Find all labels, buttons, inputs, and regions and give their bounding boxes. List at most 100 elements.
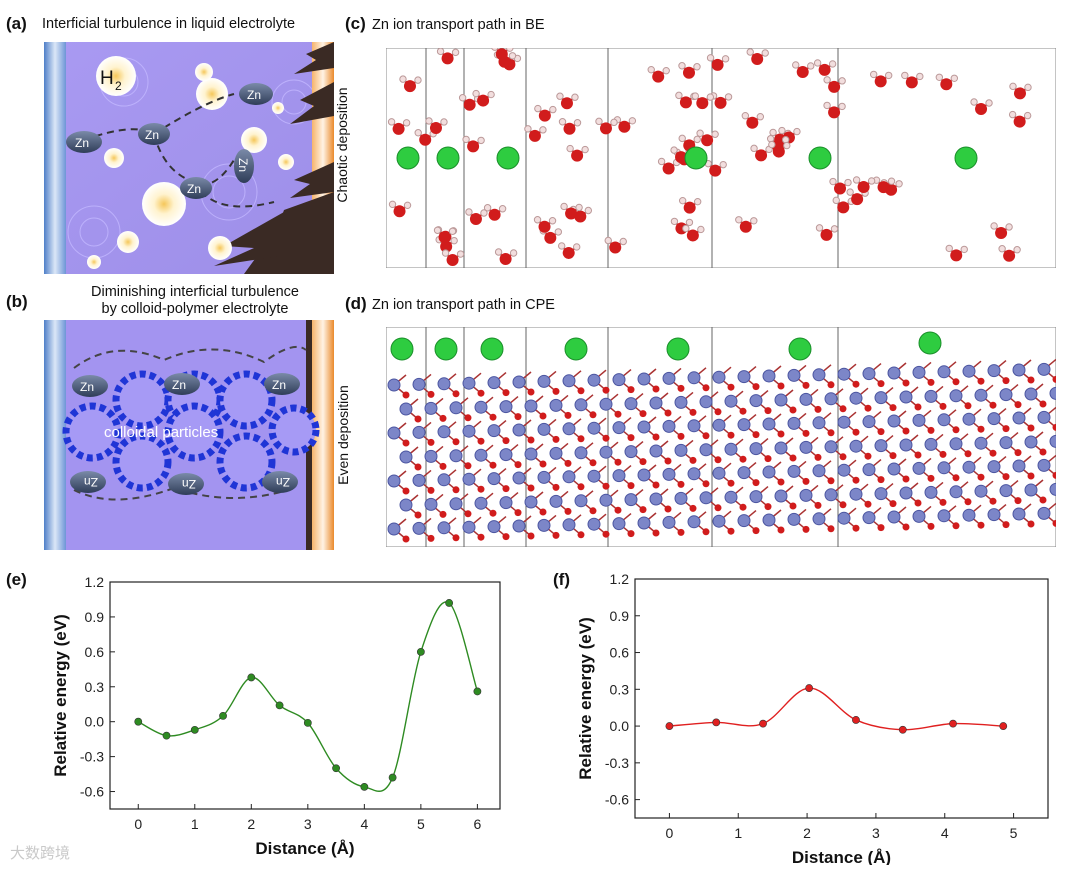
lattice-atom [412, 521, 426, 535]
oxygen-atom [864, 452, 872, 460]
oxygen-atom [727, 479, 735, 487]
series-line [137, 601, 479, 792]
zn-ion-label: Zn [272, 378, 286, 392]
oxygen-atom [402, 439, 410, 447]
panel-b-label: (b) [6, 292, 28, 311]
water-molecule [647, 65, 670, 83]
lattice-atom [887, 462, 901, 476]
oxygen-atom [852, 428, 860, 436]
y-tick-label: 0.3 [85, 679, 105, 695]
lattice-atom [524, 399, 538, 413]
chart-f: -0.6 -0.3 0.0 0.3 0.6 0.9 1.2 0 1 2 3 4 5 Distance (Å… [555, 565, 1065, 867]
x-tick-label: 2 [247, 816, 255, 832]
lattice-atom [974, 484, 988, 498]
water-molecule [433, 226, 457, 244]
lattice-atom [574, 494, 588, 508]
oxygen-atom [952, 426, 960, 434]
y-tick-label: 0.9 [85, 609, 105, 625]
data-point [416, 647, 425, 656]
lattice-atom [637, 420, 651, 434]
lattice-atom [537, 518, 551, 532]
lattice-atom [687, 515, 701, 529]
oxygen-atom [677, 480, 685, 488]
water-molecule [534, 104, 557, 122]
lattice-atom [874, 439, 888, 453]
water-molecule [462, 135, 485, 153]
oxygen-atom [427, 486, 435, 494]
lattice-atom [899, 486, 913, 500]
lattice-atom [687, 419, 701, 433]
lattice-atom [787, 512, 801, 526]
lattice-atom [449, 449, 463, 463]
oxygen-atom [914, 451, 922, 459]
lattice-atom [449, 497, 463, 511]
oxygen-atom [902, 523, 910, 531]
lattice-atom [937, 365, 951, 379]
water-molecule [604, 236, 627, 254]
water-molecule [852, 176, 876, 193]
y-tick-label: 1.2 [85, 574, 105, 590]
oxygen-atom [727, 527, 735, 535]
oxygen-atom [852, 476, 860, 484]
oxygen-atom [789, 502, 797, 510]
zn-ion [788, 337, 812, 361]
lattice-atom [812, 464, 826, 478]
oxygen-atom [702, 528, 710, 536]
oxygen-atom [939, 402, 947, 410]
oxygen-atom [1014, 497, 1022, 505]
plot-frame [109, 581, 501, 810]
water-molecule [657, 157, 681, 175]
water-molecule [1008, 110, 1032, 128]
oxygen-atom [864, 500, 872, 508]
lattice-atom [437, 377, 451, 391]
y-axis-label: Relative energy (eV) [576, 617, 595, 780]
water-molecule [533, 216, 557, 233]
oxygen-atom [702, 432, 710, 440]
y-tick-label: 0.6 [85, 644, 105, 660]
lattice-atom [824, 440, 838, 454]
oxygen-atom [527, 532, 535, 540]
y-tick-label: 0.6 [610, 645, 630, 661]
lattice-atom [412, 473, 426, 487]
lattice-atom [549, 398, 563, 412]
lattice-atom [762, 465, 776, 479]
oxygen-atom [1027, 520, 1035, 528]
lattice-atom [462, 520, 476, 534]
panel-d-structure [385, 326, 1072, 548]
oxygen-atom [464, 414, 472, 422]
oxygen-atom [664, 505, 672, 513]
lattice-atom [837, 463, 851, 477]
panel-c-label: (c) [345, 14, 366, 33]
zn-ion-label: Zn [236, 158, 250, 172]
water-molecule [558, 242, 581, 259]
lattice-atom [962, 364, 976, 378]
lattice-atom [562, 470, 576, 484]
lattice-atom [512, 423, 526, 437]
lattice-atom [924, 389, 938, 403]
lattice-atom [812, 416, 826, 430]
lattice-atom [512, 375, 526, 389]
lattice-atom [974, 388, 988, 402]
panel-a-side-label: Chaotic deposition [334, 87, 350, 203]
oxygen-atom [689, 408, 697, 416]
zn-ion [918, 331, 942, 355]
oxygen-atom [1014, 449, 1022, 457]
lattice-atom [699, 491, 713, 505]
lattice-atom [599, 445, 613, 459]
panel-e-label: (e) [6, 570, 27, 589]
lattice-atom [1037, 410, 1051, 424]
oxygen-atom [414, 415, 422, 423]
oxygen-atom [714, 408, 722, 416]
water-molecule [387, 118, 411, 135]
lattice-atom [437, 521, 451, 535]
oxygen-atom [1039, 448, 1047, 456]
oxygen-atom [964, 402, 972, 410]
data-point [388, 773, 397, 782]
oxygen-atom [514, 413, 522, 421]
lattice-atom [1012, 411, 1026, 425]
svg-text:2: 2 [115, 79, 122, 93]
data-point [275, 701, 284, 710]
oxygen-atom [964, 498, 972, 506]
water-molecule [869, 70, 893, 88]
lattice-structure [385, 326, 1072, 548]
